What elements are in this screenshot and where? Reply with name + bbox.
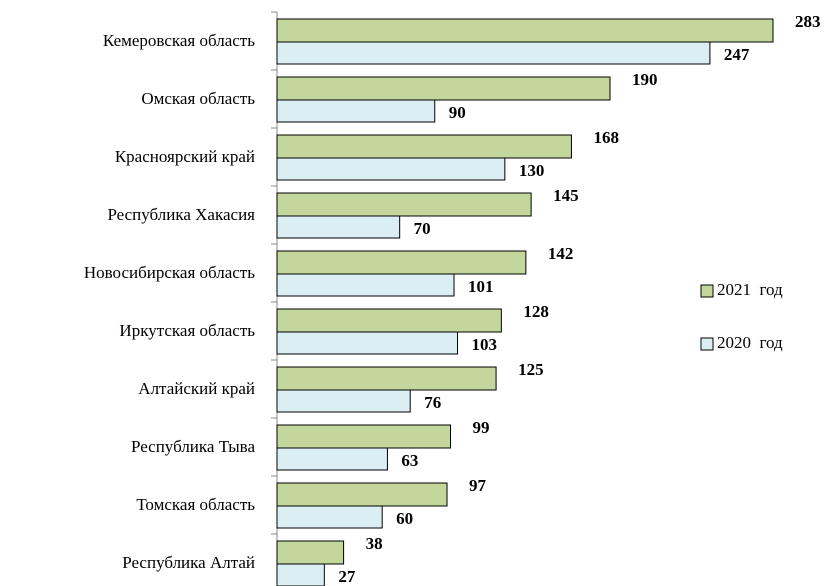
category-label: Новосибирская область (84, 263, 255, 282)
value-label: 60 (396, 509, 413, 528)
value-label: 128 (523, 302, 549, 321)
value-label: 99 (473, 418, 490, 437)
category-label: Иркутская область (119, 321, 255, 340)
value-label: 70 (414, 219, 431, 238)
bar (276, 389, 411, 413)
category-label: Томская область (136, 495, 255, 514)
bar (276, 215, 401, 239)
value-label: 283 (795, 12, 821, 31)
value-label: 130 (519, 161, 545, 180)
value-label: 63 (401, 451, 418, 470)
bar (276, 250, 527, 275)
bar (276, 366, 497, 391)
category-label: Кемеровская область (103, 31, 255, 50)
bar (276, 447, 388, 471)
bar (276, 505, 383, 529)
category-label: Республика Хакасия (107, 205, 255, 224)
bar (276, 192, 532, 217)
bar (276, 563, 325, 586)
bar (276, 482, 448, 507)
legend-swatch (700, 284, 714, 298)
value-label: 101 (468, 277, 494, 296)
category-label: Красноярский край (115, 147, 255, 166)
value-label: 168 (593, 128, 619, 147)
value-label: 142 (548, 244, 574, 263)
category-label: Республика Тыва (131, 437, 255, 456)
category-label: Омская область (141, 89, 255, 108)
value-label: 27 (338, 567, 356, 586)
bar (276, 540, 345, 565)
bar (276, 331, 459, 355)
bar (276, 99, 436, 123)
category-label: Республика Алтай (122, 553, 255, 572)
legend-swatch (700, 337, 714, 351)
bar (276, 76, 611, 101)
value-label: 190 (632, 70, 658, 89)
value-label: 103 (472, 335, 498, 354)
bar (276, 134, 572, 159)
bar (276, 424, 452, 449)
value-label: 90 (449, 103, 466, 122)
value-label: 76 (424, 393, 441, 412)
value-label: 145 (553, 186, 579, 205)
legend-label: 2021 год (717, 280, 783, 299)
bar (276, 273, 455, 297)
value-label: 125 (518, 360, 544, 379)
bar (276, 18, 774, 43)
bar (276, 157, 506, 181)
value-label: 247 (724, 45, 750, 64)
value-label: 97 (469, 476, 487, 495)
value-label: 38 (366, 534, 383, 553)
legend-label: 2020 год (717, 333, 783, 352)
bar (276, 41, 711, 65)
category-label: Алтайский край (138, 379, 255, 398)
bar (276, 308, 502, 333)
